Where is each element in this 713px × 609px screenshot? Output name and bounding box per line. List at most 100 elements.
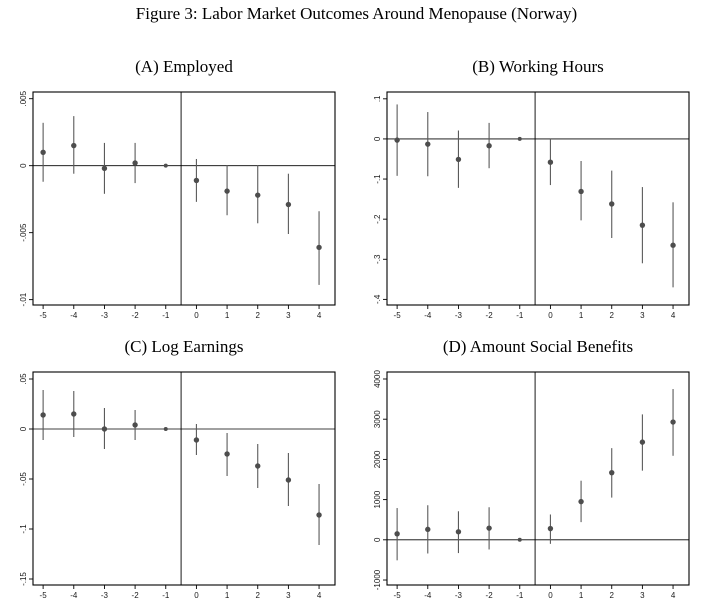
x-tick-label: -3 xyxy=(455,311,463,320)
x-tick-label: 0 xyxy=(548,311,553,320)
x-tick-label: -1 xyxy=(162,591,170,600)
point-estimate xyxy=(193,177,200,184)
chart-log-earnings: .05 0 -.05 -.1 -.15 -5 -4 -3 -2 -1 0 1 2 3 4 xyxy=(19,371,336,600)
point-estimate xyxy=(639,222,646,228)
x-tick-label: 0 xyxy=(194,591,199,600)
y-tick-label: .05 xyxy=(19,373,28,385)
panel-title-log-earnings: (C) Log Earnings xyxy=(124,337,244,356)
x-tick-label: -1 xyxy=(516,591,524,600)
y-tick-label: 0 xyxy=(373,537,382,542)
point-estimate xyxy=(578,188,584,195)
x-tick-label: 0 xyxy=(194,311,199,320)
x-tick-label: -4 xyxy=(424,311,432,320)
x-tick-label: -4 xyxy=(424,591,432,600)
x-tick-label: -2 xyxy=(132,311,140,320)
point-estimate xyxy=(163,427,168,431)
point-estimate xyxy=(285,201,292,208)
plot-frame xyxy=(32,91,336,306)
x-tick-label: -5 xyxy=(394,591,402,600)
point-estimate xyxy=(224,188,230,194)
x-tick-label: 1 xyxy=(579,591,584,600)
x-tick-label: -1 xyxy=(516,311,524,320)
x-tick-label: -4 xyxy=(70,311,78,320)
point-estimate xyxy=(101,426,108,432)
point-estimate xyxy=(547,525,554,532)
y-tick-label: -.005 xyxy=(19,223,28,242)
x-tick-label: 3 xyxy=(286,591,291,600)
point-estimate xyxy=(132,160,138,166)
x-tick-label: -2 xyxy=(486,591,494,600)
y-tick-label: 2000 xyxy=(373,450,382,468)
x-tick-label: -3 xyxy=(101,311,109,320)
x-tick-label: -5 xyxy=(394,311,402,320)
point-estimate xyxy=(517,537,522,542)
y-tick-label: -1000 xyxy=(373,569,382,590)
x-tick-label: 4 xyxy=(671,591,676,600)
x-tick-label: 4 xyxy=(317,591,322,600)
x-tick-label: 3 xyxy=(640,591,645,600)
x-tick-label: -2 xyxy=(486,311,494,320)
point-estimate xyxy=(285,477,292,483)
x-tick-label: 1 xyxy=(579,311,584,320)
y-tick-label: 0 xyxy=(19,163,28,168)
y-tick-label: -.1 xyxy=(373,174,382,184)
x-tick-label: 0 xyxy=(548,591,553,600)
panel-title-social-benefits: (D) Amount Social Benefits xyxy=(442,337,634,356)
point-estimate xyxy=(517,136,522,141)
figure-title: Figure 3: Labor Market Outcomes Around M… xyxy=(135,4,578,23)
x-tick-label: 1 xyxy=(225,591,230,600)
x-tick-label: 3 xyxy=(640,311,645,320)
x-tick-label: 4 xyxy=(671,311,676,320)
x-tick-label: 2 xyxy=(610,311,615,320)
point-estimate xyxy=(394,531,400,537)
y-tick-label: 0 xyxy=(19,426,28,431)
point-estimate xyxy=(425,526,431,533)
x-tick-label: -4 xyxy=(70,591,78,600)
point-estimate xyxy=(639,439,646,445)
chart-social-benefits: 4000 3000 2000 1000 0 -1000 -5 -4 -3 -2 -1 0 1 2 3 4 xyxy=(373,370,690,600)
x-tick-label: 1 xyxy=(225,311,230,320)
point-estimate xyxy=(455,529,462,535)
y-tick-label: -.2 xyxy=(373,214,382,224)
point-estimate xyxy=(486,143,492,149)
y-tick-label: -.3 xyxy=(373,254,382,264)
x-tick-label: 2 xyxy=(256,311,261,320)
panel-social-benefits: (D) Amount Social Benefits 4000 3000 2000 1… xyxy=(361,334,695,606)
point-estimate xyxy=(578,498,584,505)
chart-working-hours: .1 0 -.1 -.2 -.3 -.4 -5 -4 -3 -2 -1 0 1 2 3 4 xyxy=(373,91,690,320)
point-estimate xyxy=(670,242,676,248)
point-estimate xyxy=(547,159,554,165)
x-tick-label: -3 xyxy=(101,591,109,600)
x-tick-label: -5 xyxy=(40,591,48,600)
y-tick-label: -.4 xyxy=(373,294,382,304)
point-estimate xyxy=(40,412,46,418)
point-estimate xyxy=(132,422,138,428)
point-estimate xyxy=(193,437,200,443)
point-estimate xyxy=(40,149,46,155)
point-estimate xyxy=(224,451,230,457)
panel-title-employed: (A) Employed xyxy=(135,57,233,76)
chart-employed: .005 0 -.005 -.01 -5 -4 -3 -2 -1 0 1 2 3 4 xyxy=(19,90,336,320)
x-tick-label: 2 xyxy=(256,591,261,600)
y-tick-label: -.15 xyxy=(19,572,28,586)
x-tick-label: -3 xyxy=(455,591,463,600)
y-tick-label: .005 xyxy=(19,90,28,106)
panel-employed: (A) Employed .005 0 -.005 -.01 -5 -4 -3 -2 -1 0 1 2… xyxy=(7,54,341,326)
y-tick-label: -.01 xyxy=(19,292,28,306)
panel-log-earnings: (C) Log Earnings .05 0 -.05 -.1 -.15 -5 -4 -3 -2… xyxy=(7,334,341,606)
x-tick-label: 3 xyxy=(286,311,291,320)
y-tick-label: 1000 xyxy=(373,490,382,508)
point-estimate xyxy=(394,137,400,143)
y-tick-label: .1 xyxy=(373,95,382,102)
y-tick-label: 4000 xyxy=(373,370,382,388)
x-tick-label: -2 xyxy=(132,591,140,600)
point-estimate xyxy=(316,512,322,518)
y-tick-label: 0 xyxy=(373,136,382,141)
point-estimate xyxy=(316,244,322,251)
point-estimate xyxy=(670,419,676,425)
point-estimate xyxy=(486,525,492,531)
point-estimate xyxy=(71,411,77,417)
y-tick-label: -.05 xyxy=(19,472,28,486)
point-estimate xyxy=(101,165,108,172)
